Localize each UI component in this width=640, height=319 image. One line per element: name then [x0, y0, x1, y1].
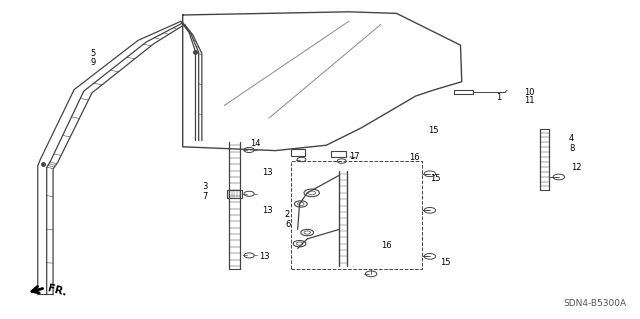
- Bar: [227, 190, 242, 198]
- Text: 2
6: 2 6: [285, 211, 291, 229]
- Text: 13: 13: [262, 168, 273, 177]
- Text: 13: 13: [259, 252, 270, 261]
- Text: 15: 15: [440, 258, 451, 267]
- Text: 17: 17: [349, 152, 360, 161]
- Text: 3
7: 3 7: [202, 182, 207, 201]
- Text: 5
9: 5 9: [90, 48, 95, 67]
- Text: 11: 11: [524, 96, 535, 105]
- Bar: [291, 161, 422, 269]
- Text: 16: 16: [381, 241, 391, 250]
- Text: FR.: FR.: [47, 284, 68, 298]
- Text: 4
8: 4 8: [569, 134, 575, 153]
- Text: 10: 10: [524, 88, 535, 97]
- Text: 15: 15: [429, 126, 439, 135]
- Text: 16: 16: [410, 153, 420, 162]
- Bar: [332, 151, 346, 157]
- Text: 15: 15: [430, 174, 440, 183]
- Text: 12: 12: [571, 163, 582, 172]
- Text: 13: 13: [262, 206, 273, 215]
- Text: 14: 14: [250, 139, 260, 148]
- Bar: [291, 149, 305, 156]
- Text: 1: 1: [495, 93, 501, 102]
- Text: SDN4-B5300A: SDN4-B5300A: [563, 299, 627, 308]
